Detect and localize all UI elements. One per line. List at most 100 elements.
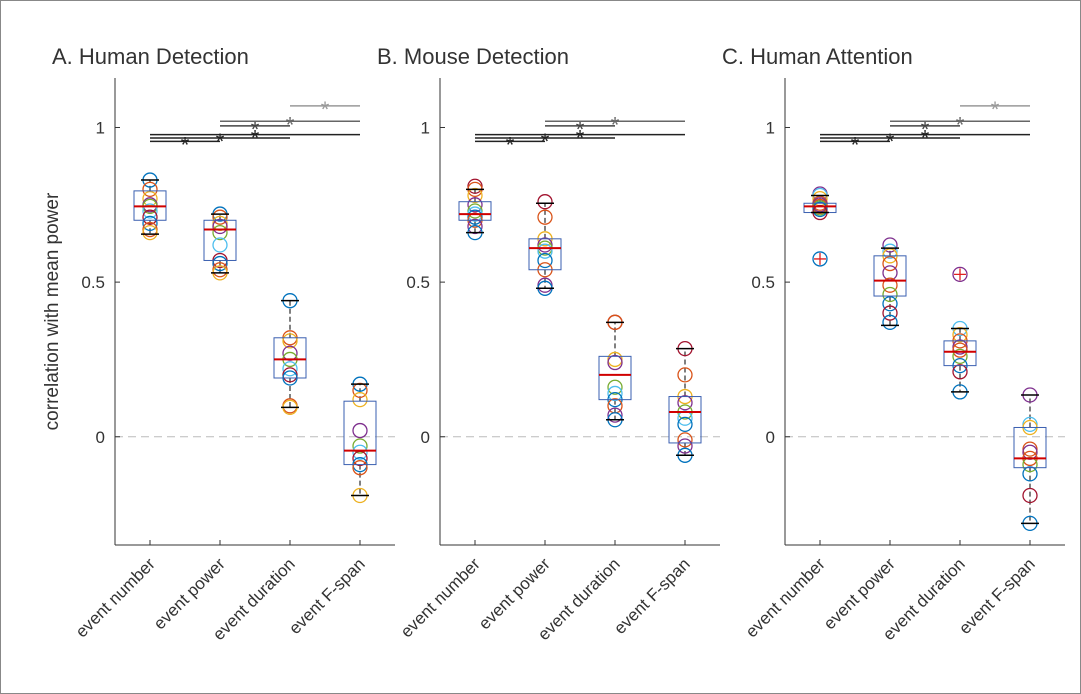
significance-star: * xyxy=(956,112,965,137)
data-point xyxy=(142,203,158,219)
box xyxy=(458,201,492,221)
data-point xyxy=(952,339,968,355)
box xyxy=(528,238,562,271)
y-tick-label: 0 xyxy=(421,428,430,447)
data-point xyxy=(282,333,298,349)
data-point xyxy=(677,432,693,448)
data-point xyxy=(212,218,228,235)
data-point xyxy=(677,438,693,454)
data-point xyxy=(882,286,898,303)
data-point xyxy=(352,422,368,439)
data-point xyxy=(352,460,368,476)
significance-star: * xyxy=(181,132,190,157)
y-tick-label: 0.5 xyxy=(751,273,775,292)
significance-star: * xyxy=(576,126,585,151)
data-point xyxy=(537,277,553,293)
significance-star: * xyxy=(286,112,295,137)
data-point xyxy=(282,367,298,383)
y-tick-label: 1 xyxy=(96,118,105,137)
box xyxy=(273,337,307,379)
data-point xyxy=(952,327,968,343)
data-point xyxy=(467,187,483,204)
data-point xyxy=(212,209,228,225)
data-point xyxy=(467,209,483,225)
significance-star: * xyxy=(321,97,330,122)
data-point xyxy=(282,361,298,377)
data-point xyxy=(607,354,623,371)
outlier xyxy=(954,268,966,281)
data-point xyxy=(537,237,553,253)
data-point xyxy=(812,201,828,218)
data-point xyxy=(352,391,368,408)
data-point xyxy=(467,203,483,219)
box xyxy=(1013,426,1047,469)
data-point xyxy=(537,209,553,225)
data-point xyxy=(537,243,553,259)
box xyxy=(598,355,632,401)
y-tick-label: 0.5 xyxy=(406,273,430,292)
data-point xyxy=(142,221,158,238)
box xyxy=(943,340,977,367)
significance-star: * xyxy=(251,126,260,151)
y-tick-label: 1 xyxy=(766,118,775,137)
data-point xyxy=(1022,487,1038,504)
data-point xyxy=(607,379,623,395)
box xyxy=(203,219,237,261)
y-tick-label: 0.5 xyxy=(81,273,105,292)
data-point xyxy=(142,209,158,225)
significance-star: * xyxy=(611,112,620,137)
significance-star: * xyxy=(921,117,930,142)
data-point xyxy=(467,197,483,213)
significance-star: * xyxy=(576,117,585,142)
data-point xyxy=(607,407,623,423)
box xyxy=(343,400,377,466)
data-point xyxy=(882,243,898,259)
outlier xyxy=(814,252,826,265)
data-point xyxy=(677,395,693,411)
data-point xyxy=(882,314,898,330)
data-point xyxy=(1022,416,1038,433)
data-point xyxy=(212,237,228,253)
significance-star: * xyxy=(216,129,225,154)
significance-star: * xyxy=(991,97,1000,122)
y-tick-label: 0 xyxy=(96,428,105,447)
data-point xyxy=(142,181,158,197)
y-tick-label: 1 xyxy=(421,118,430,137)
data-point xyxy=(677,367,693,383)
data-point xyxy=(812,251,828,267)
y-tick-label: 0 xyxy=(766,428,775,447)
data-point xyxy=(882,277,898,293)
panel-title: C. Human Attention xyxy=(722,44,913,69)
data-point xyxy=(882,255,898,272)
data-point xyxy=(607,385,623,402)
box xyxy=(668,396,702,444)
significance-star: * xyxy=(851,132,860,157)
data-point xyxy=(352,444,368,460)
data-point xyxy=(142,215,158,232)
significance-star: * xyxy=(541,129,550,154)
data-point xyxy=(952,266,968,283)
panel-title: B. Mouse Detection xyxy=(377,44,569,69)
data-point xyxy=(952,364,968,380)
data-point xyxy=(882,237,898,253)
data-point xyxy=(352,382,368,399)
data-point xyxy=(467,218,483,235)
data-point xyxy=(537,252,553,269)
significance-star: * xyxy=(251,117,260,142)
y-axis-label: correlation with mean power xyxy=(42,192,63,430)
data-point xyxy=(882,296,898,312)
data-point xyxy=(952,342,968,358)
data-point xyxy=(952,348,968,364)
data-point xyxy=(212,255,228,272)
significance-star: * xyxy=(921,126,930,151)
significance-star: * xyxy=(506,132,515,157)
data-point xyxy=(142,224,158,241)
data-point xyxy=(352,438,368,454)
data-point xyxy=(1022,441,1038,457)
data-point xyxy=(467,178,483,194)
panel-title: A. Human Detection xyxy=(52,44,249,69)
data-point xyxy=(607,351,623,368)
box xyxy=(873,255,907,297)
